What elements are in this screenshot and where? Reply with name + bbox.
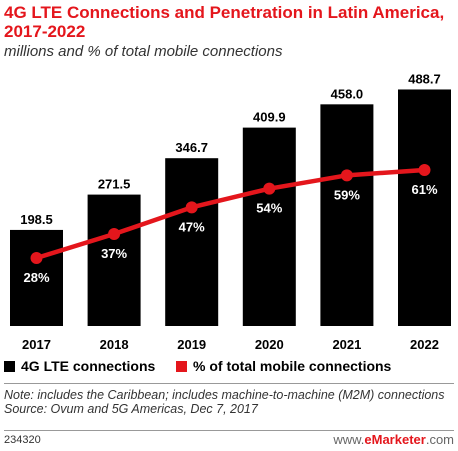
bar-value-label-2018: 271.5: [98, 177, 131, 192]
x-tick-2022: 2022: [410, 337, 439, 352]
divider-bottom: [4, 430, 454, 431]
x-tick-2020: 2020: [255, 337, 284, 352]
legend-item-line: % of total mobile connections: [176, 358, 391, 374]
bar-value-label-2022: 488.7: [408, 71, 441, 86]
pct-point-2017: [30, 252, 43, 264]
chart-subtitle: millions and % of total mobile connectio…: [4, 43, 283, 60]
brand-name: eMarketer: [364, 432, 426, 447]
chart-area: 198.5 271.5 346.7 409.9 458.0 488.7 28% 37% 47%…: [10, 71, 451, 352]
pct-line: [35, 167, 425, 261]
legend-label-bars: 4G LTE connections: [21, 358, 156, 374]
bar-value-label-2017: 198.5: [20, 212, 53, 227]
legend-swatch-line: [176, 360, 187, 372]
pct-point-2022: [418, 164, 431, 176]
bar-2021: [320, 104, 374, 326]
brand-prefix: www.: [333, 432, 365, 447]
pct-value-label-2021: 59%: [334, 187, 360, 202]
pct-value-label-2018: 37%: [101, 246, 127, 261]
pct-value-label-2020: 54%: [256, 201, 282, 216]
chart-id: 234320: [4, 434, 41, 446]
legend: 4G LTE connections % of total mobile con…: [4, 358, 454, 378]
x-tick-2018: 2018: [100, 337, 129, 352]
brand-suffix: .com: [425, 432, 454, 447]
pct-point-2020: [263, 182, 276, 195]
divider-top: [4, 383, 454, 384]
pct-point-2019: [185, 201, 198, 214]
bar-value-label-2019: 346.7: [175, 140, 208, 155]
pct-value-label-2017: 28%: [23, 270, 49, 285]
legend-item-bars: 4G LTE connections: [4, 358, 155, 374]
pct-point-2018: [108, 228, 121, 240]
bar-value-label-2021: 458.0: [331, 86, 364, 101]
x-tick-2019: 2019: [177, 337, 206, 352]
bar-2018: [87, 194, 141, 326]
chart-note: Note: includes the Caribbean; includes m…: [4, 388, 454, 416]
source-text: Source: Ovum and 5G Americas, Dec 7, 201…: [4, 402, 258, 416]
legend-swatch-bars: [4, 360, 15, 372]
chart-title: 4G LTE Connections and Penetration in La…: [4, 3, 445, 41]
bar-2020: [242, 127, 296, 326]
bar-value-label-2020: 409.9: [253, 110, 286, 125]
pct-value-label-2022: 61%: [411, 182, 437, 197]
pct-value-label-2019: 47%: [179, 219, 205, 234]
bar-2022: [398, 89, 451, 326]
legend-label-line: % of total mobile connections: [193, 358, 392, 374]
note-text: Note: includes the Caribbean; includes m…: [4, 388, 445, 402]
pct-point-2021: [340, 169, 353, 182]
brand-link[interactable]: www.eMarketer.com: [333, 432, 454, 447]
bar-2019: [165, 158, 219, 326]
x-tick-2021: 2021: [332, 337, 361, 352]
bar-2017: [10, 229, 63, 326]
x-tick-2017: 2017: [22, 337, 51, 352]
